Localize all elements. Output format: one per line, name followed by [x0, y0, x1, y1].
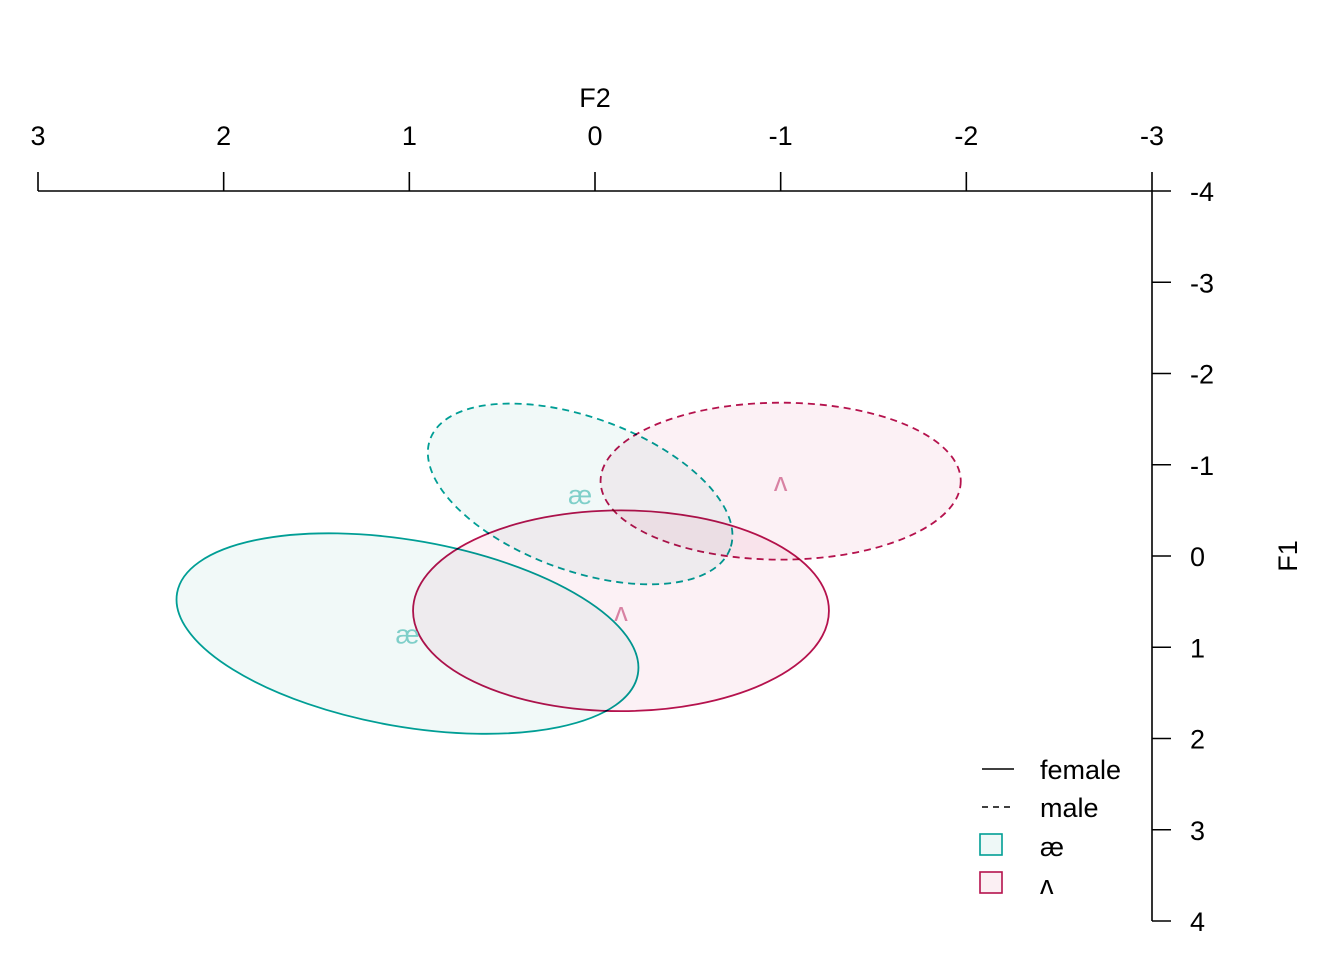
legend: female male æ ʌ	[979, 755, 1121, 900]
y-tick-label: 4	[1190, 907, 1205, 937]
centroid-label-ae-female: æ	[395, 620, 419, 650]
y-axis: -4 -3 -2 -1 0 1 2 3 4 F1	[1151, 177, 1303, 937]
centroid-label-wedge-male: ʌ	[774, 467, 788, 497]
legend-wedge-label: ʌ	[1040, 870, 1054, 900]
x-tick-label: 1	[402, 121, 417, 151]
x-tick-label: -1	[769, 121, 793, 151]
x-axis-title: F2	[579, 83, 611, 113]
x-tick-label: 0	[587, 121, 602, 151]
legend-male-label: male	[1040, 793, 1099, 823]
y-axis-title: F1	[1273, 540, 1303, 572]
x-tick-label: 2	[216, 121, 231, 151]
ellipse-wedge-female	[412, 509, 830, 713]
legend-ae-swatch	[979, 833, 1003, 856]
x-tick-label: -2	[954, 121, 978, 151]
x-tick-label: 3	[30, 121, 45, 151]
y-tick-label: -3	[1190, 268, 1214, 298]
centroid-label-layer: æ ʌ æ ʌ	[395, 467, 787, 649]
legend-female-label: female	[1040, 755, 1121, 785]
centroid-label-wedge-female: ʌ	[614, 597, 628, 627]
y-tick-label: -2	[1190, 360, 1214, 390]
centroid-label-ae-male: æ	[568, 480, 592, 510]
y-tick-label: -1	[1190, 451, 1214, 481]
y-tick-label: 2	[1190, 725, 1205, 755]
y-tick-label: 3	[1190, 816, 1205, 846]
y-tick-label: 1	[1190, 633, 1205, 663]
y-tick-label: 0	[1190, 542, 1205, 572]
x-tick-group: 3 2 1 0 -1 -2 -3	[30, 121, 1164, 191]
ellipse-layer	[175, 401, 962, 735]
legend-wedge-swatch	[979, 871, 1003, 894]
y-tick-label: -4	[1190, 177, 1214, 207]
legend-ae-label: æ	[1040, 832, 1064, 862]
y-tick-group: -4 -3 -2 -1 0 1 2 3 4	[1152, 177, 1214, 937]
x-axis: 3 2 1 0 -1 -2 -3 F2	[30, 83, 1164, 192]
x-tick-label: -3	[1140, 121, 1164, 151]
